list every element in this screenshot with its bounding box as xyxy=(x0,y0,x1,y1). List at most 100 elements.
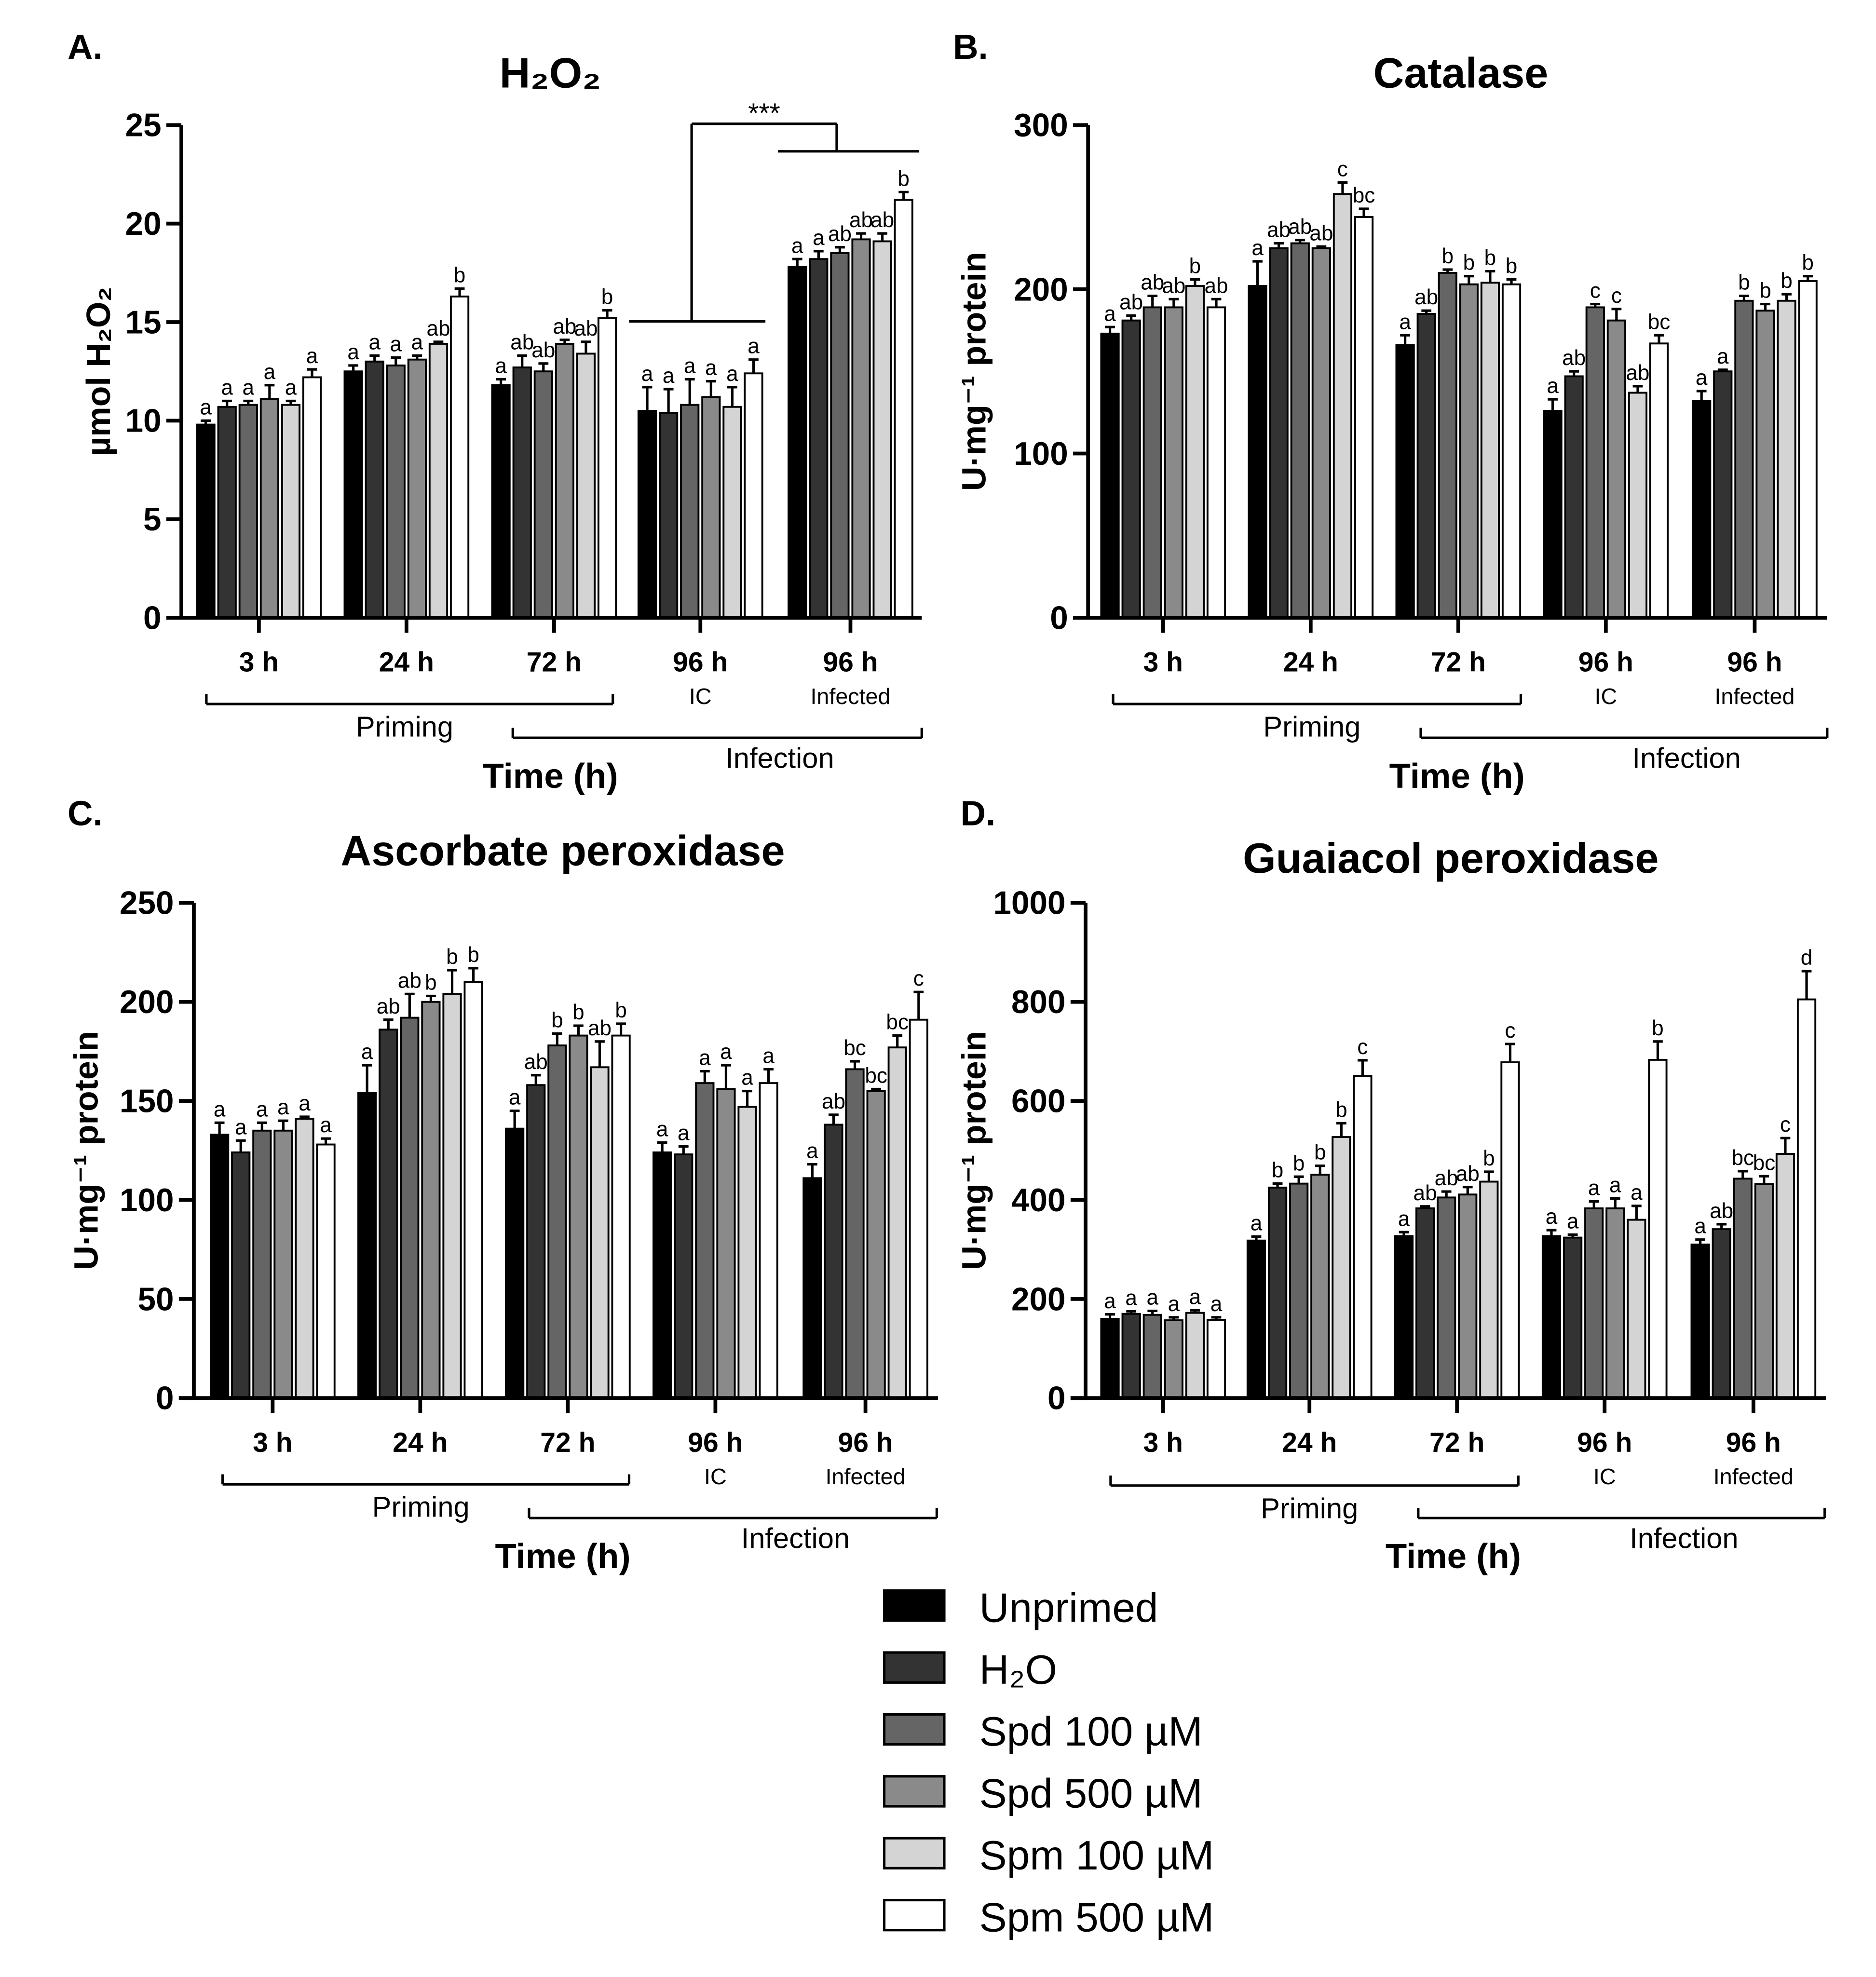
bar xyxy=(1585,306,1605,619)
x-tick-label: 96 h xyxy=(1726,1427,1781,1458)
significance-letter: a xyxy=(656,1117,668,1141)
x-tick-label: 24 h xyxy=(379,647,434,678)
significance-letter: ab xyxy=(588,1016,612,1040)
y-axis-label: U·mg⁻¹ protein xyxy=(955,1031,993,1270)
bar xyxy=(442,993,462,1399)
significance-letter: a xyxy=(347,340,359,364)
x-tick-label: 96 h xyxy=(1578,647,1633,678)
chart-title: Catalase xyxy=(1373,49,1549,97)
significance-letter: ab xyxy=(1435,1166,1458,1190)
bar xyxy=(744,372,763,619)
bar xyxy=(1121,1313,1141,1399)
x-tick-label: 72 h xyxy=(1431,647,1486,678)
panel-label: B. xyxy=(953,27,988,67)
y-tick-label: 200 xyxy=(120,984,174,1020)
significance-letter: a xyxy=(509,1086,521,1110)
y-tick-label: 20 xyxy=(125,206,162,242)
bar xyxy=(1627,1219,1646,1399)
bar xyxy=(555,343,574,619)
significance-letter: ab xyxy=(828,222,852,246)
bar xyxy=(295,1118,314,1399)
bar xyxy=(1437,1196,1456,1399)
significance-letter: a xyxy=(235,1115,247,1139)
significance-letter: a xyxy=(1168,1292,1180,1316)
significance-letter: b xyxy=(1293,1151,1305,1175)
bar xyxy=(428,343,449,619)
legend-label: Spm 500 µM xyxy=(979,1895,1214,1940)
significance-letter: ab xyxy=(1119,290,1143,314)
bar xyxy=(1269,247,1289,619)
infection-label: Infection xyxy=(741,1522,850,1554)
x-tick-label: 96 h xyxy=(1727,647,1782,678)
bar xyxy=(701,396,721,619)
bar xyxy=(887,1046,907,1399)
bar xyxy=(1733,1178,1753,1399)
x-tick-label: 72 h xyxy=(540,1427,595,1458)
significance-letter: b xyxy=(1484,246,1496,270)
bar xyxy=(407,358,427,619)
x-tick-label: 72 h xyxy=(1429,1427,1484,1458)
legend-label: Spd 500 µM xyxy=(979,1771,1203,1817)
bar xyxy=(1415,1207,1435,1399)
significance-letter: b xyxy=(1335,1098,1347,1122)
significance-letter: a xyxy=(285,376,297,400)
bar xyxy=(1394,1235,1414,1399)
significance-letter: a xyxy=(1104,1289,1116,1313)
panel-label: A. xyxy=(68,27,103,67)
bar xyxy=(1734,299,1754,619)
bar xyxy=(1185,285,1205,619)
significance-letter: ab xyxy=(822,1090,845,1113)
chart-title: Ascorbate peroxidase xyxy=(340,827,785,875)
significance-letter: b xyxy=(1738,271,1750,295)
y-tick-label: 25 xyxy=(125,108,162,144)
x-tick-label: 96 h xyxy=(688,1427,743,1458)
significance-letter: a xyxy=(791,234,803,257)
legend: Unprimed H₂O Spd 100 µM Spd 500 µM Spm 100 µ… xyxy=(883,1585,1214,1940)
y-tick-label: 600 xyxy=(1011,1083,1065,1119)
bar xyxy=(1692,400,1712,619)
bar xyxy=(695,1082,715,1399)
priming-label: Priming xyxy=(1263,710,1360,743)
legend-swatch xyxy=(883,1589,946,1622)
y-tick-label: 400 xyxy=(1011,1182,1065,1219)
significance-letter: c xyxy=(1337,158,1348,181)
bar xyxy=(1690,1244,1710,1399)
significance-letter: a xyxy=(705,356,717,380)
x-tick-label: 3 h xyxy=(1143,647,1183,678)
significance-letter: a xyxy=(1251,1212,1263,1235)
bar xyxy=(1755,310,1775,619)
significance-letter: b xyxy=(1272,1159,1284,1182)
bar xyxy=(866,1090,886,1399)
bar xyxy=(1354,216,1374,619)
bar xyxy=(597,317,617,619)
significance-letter: b xyxy=(1189,255,1201,278)
significance-letter: c xyxy=(1611,284,1622,308)
panel-label: D. xyxy=(961,794,996,833)
bar xyxy=(845,1068,865,1399)
bar xyxy=(491,384,511,619)
significance-letter: ab xyxy=(1414,1181,1437,1205)
significance-letter: a xyxy=(299,1092,311,1115)
bar xyxy=(357,1092,377,1399)
bar xyxy=(238,404,258,619)
significance-letter: a xyxy=(1398,1207,1410,1231)
bar xyxy=(196,423,216,619)
bar xyxy=(1649,342,1669,619)
significance-letter: ab xyxy=(1562,346,1586,370)
x-tick-label: 24 h xyxy=(393,1427,448,1458)
significance-letter: bc xyxy=(1753,1151,1776,1175)
significance-letter: c xyxy=(1505,1019,1515,1043)
infection-label: Infection xyxy=(1630,1522,1738,1554)
x-axis-label: Time (h) xyxy=(1389,757,1525,796)
significance-letter: b xyxy=(1442,244,1454,268)
significance-letter: a xyxy=(1547,374,1559,398)
bar xyxy=(386,365,406,619)
bar xyxy=(210,1134,230,1399)
significance-letter: c xyxy=(1357,1035,1368,1059)
chart-title: H₂O₂ xyxy=(500,49,601,97)
x-tick-sublabel: IC xyxy=(1593,1464,1616,1489)
significance-letter: b xyxy=(1759,279,1771,303)
y-tick-label: 250 xyxy=(120,885,174,921)
bar xyxy=(1775,1153,1795,1399)
